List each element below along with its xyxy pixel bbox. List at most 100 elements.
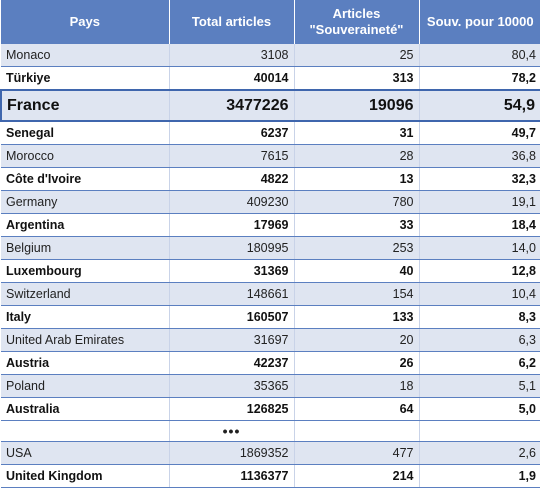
table-row: United Arab Emirates 31697 20 6,3	[1, 328, 540, 352]
cell-souv-per-10000: 49,7	[419, 121, 540, 145]
header-total-articles[interactable]: Total articles	[169, 0, 295, 44]
cell-country: Australia	[1, 397, 170, 421]
cell-country: Austria	[1, 351, 170, 375]
cell-total-articles: 42237	[169, 351, 295, 375]
cell-country: Italy	[1, 305, 170, 329]
ellipsis-row: •••	[1, 420, 540, 442]
cell-country: Belgium	[1, 236, 170, 260]
header-articles-souverainete[interactable]: Articles "Souveraineté"	[294, 0, 420, 44]
cell-sovereignty-articles: 780	[294, 190, 420, 214]
cell-souv-per-10000: 78,2	[419, 66, 540, 91]
cell-sovereignty-articles: 253	[294, 236, 420, 260]
cell-sovereignty-articles: 18	[294, 374, 420, 398]
cell-total-articles: 31369	[169, 259, 295, 283]
table-row: Senegal 6237 31 49,7	[1, 121, 540, 145]
cell-total-articles: 180995	[169, 236, 295, 260]
cell-sovereignty-articles: 26	[294, 351, 420, 375]
table-row: Morocco 7615 28 36,8	[1, 144, 540, 168]
cell-country: Türkiye	[1, 66, 170, 91]
cell-souv-per-10000: 6,2	[419, 351, 540, 375]
cell-total-articles: 35365	[169, 374, 295, 398]
cell-total-articles: 160507	[169, 305, 295, 329]
table-row: Poland 35365 18 5,1	[1, 374, 540, 398]
cell-sovereignty-articles: 25	[294, 44, 420, 67]
table-row: Argentina 17969 33 18,4	[1, 213, 540, 237]
table-row: Türkiye 40014 313 78,2	[1, 66, 540, 91]
table-row: Germany 409230 780 19,1	[1, 190, 540, 214]
cell-souv-per-10000: 2,6	[419, 441, 540, 465]
cell-sovereignty-articles: 28	[294, 144, 420, 168]
cell-souv-per-10000: 8,3	[419, 305, 540, 329]
cell-country: Monaco	[1, 44, 170, 67]
cell-country: Luxembourg	[1, 259, 170, 283]
cell-country: France	[0, 89, 170, 122]
header-articles-line2: "Souveraineté"	[309, 22, 404, 37]
cell-country: Argentina	[1, 213, 170, 237]
ellipsis-marker: •••	[169, 420, 295, 442]
table-row: Côte d'Ivoire 4822 13 32,3	[1, 167, 540, 191]
table-row: Austria 42237 26 6,2	[1, 351, 540, 375]
cell-souv-per-10000: 1,9	[419, 464, 540, 488]
cell-country: United Arab Emirates	[1, 328, 170, 352]
table-row: United Kingdom 1136377 214 1,9	[1, 464, 540, 488]
cell-sovereignty-articles: 33	[294, 213, 420, 237]
cell-total-articles: 3477226	[169, 89, 295, 122]
cell-sovereignty-articles: 313	[294, 66, 420, 91]
cell-sovereignty-articles: 20	[294, 328, 420, 352]
cell-sovereignty-articles: 31	[294, 121, 420, 145]
cell-sovereignty-articles: 13	[294, 167, 420, 191]
cell-country: USA	[1, 441, 170, 465]
cell-total-articles: 126825	[169, 397, 295, 421]
cell-souv-per-10000: 14,0	[419, 236, 540, 260]
table-row: Luxembourg 31369 40 12,8	[1, 259, 540, 283]
table-row: France 3477226 19096 54,9	[0, 89, 540, 122]
cell-total-articles: 17969	[169, 213, 295, 237]
cell-souv-per-10000: 32,3	[419, 167, 540, 191]
cell-sovereignty-articles	[294, 420, 420, 442]
cell-souv-per-10000: 12,8	[419, 259, 540, 283]
table-row: Belgium 180995 253 14,0	[1, 236, 540, 260]
cell-sovereignty-articles: 64	[294, 397, 420, 421]
cell-souv-per-10000: 18,4	[419, 213, 540, 237]
header-souv-per-10000[interactable]: Souv. pour 10000	[419, 0, 540, 44]
cell-souv-per-10000: 19,1	[419, 190, 540, 214]
cell-country: Switzerland	[1, 282, 170, 306]
cell-souv-per-10000: 10,4	[419, 282, 540, 306]
cell-sovereignty-articles: 214	[294, 464, 420, 488]
cell-total-articles: 1136377	[169, 464, 295, 488]
cell-total-articles: 4822	[169, 167, 295, 191]
cell-total-articles: 7615	[169, 144, 295, 168]
header-pays[interactable]: Pays	[1, 0, 170, 44]
header-articles-line1: Articles	[332, 6, 381, 21]
cell-total-articles: 3108	[169, 44, 295, 67]
cell-souv-per-10000: 54,9	[419, 89, 540, 122]
cell-sovereignty-articles: 133	[294, 305, 420, 329]
cell-total-articles: 148661	[169, 282, 295, 306]
table-row: Switzerland 148661 154 10,4	[1, 282, 540, 306]
cell-country: Germany	[1, 190, 170, 214]
cell-country: Côte d'Ivoire	[1, 167, 170, 191]
cell-souv-per-10000: 5,1	[419, 374, 540, 398]
cell-country: Poland	[1, 374, 170, 398]
table-row: Australia 126825 64 5,0	[1, 397, 540, 421]
table-row: USA 1869352 477 2,6	[1, 441, 540, 465]
cell-sovereignty-articles: 154	[294, 282, 420, 306]
cell-country: Senegal	[1, 121, 170, 145]
cell-souv-per-10000: 5,0	[419, 397, 540, 421]
cell-souv-per-10000: 36,8	[419, 144, 540, 168]
table-body: Monaco 3108 25 80,4 Türkiye 40014 313 78,2 Franc…	[0, 44, 540, 488]
table-row: Italy 160507 133 8,3	[1, 305, 540, 329]
cell-country: United Kingdom	[1, 464, 170, 488]
cell-sovereignty-articles: 477	[294, 441, 420, 465]
cell-sovereignty-articles: 19096	[294, 89, 420, 122]
cell-total-articles: 40014	[169, 66, 295, 91]
cell-total-articles: 409230	[169, 190, 295, 214]
cell-total-articles: 1869352	[169, 441, 295, 465]
table-header-row: Pays Total articles Articles "Souveraine…	[1, 0, 540, 44]
cell-total-articles: 6237	[169, 121, 295, 145]
cell-souv-per-10000: 80,4	[419, 44, 540, 67]
cell-total-articles: 31697	[169, 328, 295, 352]
cell-country: Morocco	[1, 144, 170, 168]
cell-souv-per-10000	[419, 420, 540, 442]
